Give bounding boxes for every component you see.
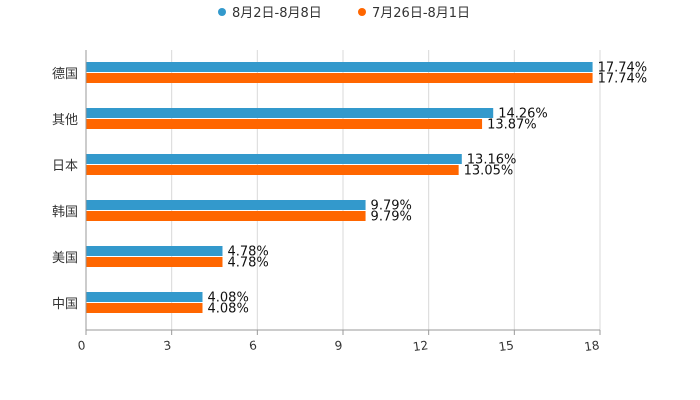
grid-lines [85, 50, 601, 330]
data-label-2-6: 4.08% [208, 302, 249, 317]
data-label-2-5: 4.78% [227, 256, 268, 271]
data-label-1-1: 17.74% [598, 61, 648, 76]
bar-1-4 [86, 200, 366, 210]
legend-marker-2 [358, 8, 366, 16]
data-label-1-5: 4.78% [227, 245, 268, 260]
bar-1-1 [86, 62, 593, 72]
data-label-1-2: 14.26% [498, 107, 548, 122]
category-label-5: 美国 [52, 251, 78, 266]
category-label-6: 中国 [52, 297, 78, 312]
category-label-3: 日本 [52, 159, 78, 174]
bar-1-3 [86, 154, 462, 164]
bars [86, 62, 593, 313]
data-label-2-4: 9.79% [371, 210, 412, 225]
bar-2-3 [86, 165, 459, 175]
bar-2-6 [86, 303, 203, 313]
category-label-2: 其他 [52, 113, 78, 128]
data-label-2-3: 13.05% [464, 164, 514, 179]
bar-2-1 [86, 73, 593, 83]
x-tick-label-9: 9 [334, 338, 344, 353]
data-label-1-4: 9.79% [371, 199, 412, 214]
bar-2-5 [86, 257, 223, 267]
bar-1-5 [86, 246, 223, 256]
legend-label-2: 7月26日-8月1日 [372, 6, 470, 21]
x-tick-label-15: 15 [498, 338, 515, 354]
x-tick-label-18: 18 [583, 338, 600, 354]
legend-label-1: 8月2日-8月8日 [232, 6, 322, 21]
bar-2-2 [86, 119, 483, 129]
data-label-2-2: 13.87% [487, 118, 537, 133]
bar-1-2 [86, 108, 494, 118]
legend: 8月2日-8月8日 7月26日-8月1日 [218, 6, 470, 21]
x-tick-label-12: 12 [412, 338, 429, 354]
data-label-1-3: 13.16% [467, 153, 517, 168]
data-label-1-6: 4.08% [208, 291, 249, 306]
category-label-4: 韩国 [52, 205, 78, 220]
bar-1-6 [86, 292, 203, 302]
category-label-1: 德国 [52, 67, 78, 82]
data-label-2-1: 17.74% [598, 72, 648, 87]
x-tick-label-6: 6 [248, 338, 258, 353]
legend-marker-1 [218, 8, 226, 16]
x-tick-label-3: 3 [163, 338, 173, 353]
x-tick-label-0: 0 [77, 338, 87, 353]
data-labels: 17.74%17.74% 14.26%13.87% 13.16%13.05% 9.79… [208, 61, 648, 317]
bar-2-4 [86, 211, 366, 221]
